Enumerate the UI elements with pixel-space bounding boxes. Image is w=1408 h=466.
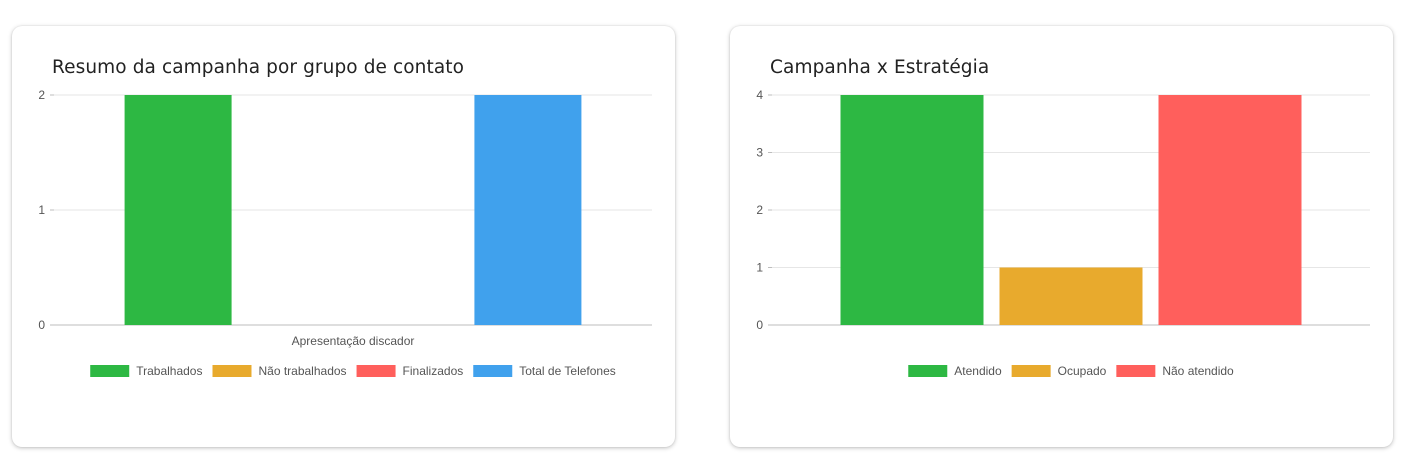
legend-swatch xyxy=(356,365,396,377)
chart-title: Campanha x Estratégia xyxy=(770,57,990,78)
y-tick-label: 4 xyxy=(756,88,763,102)
legend-swatch xyxy=(473,365,513,377)
legend-label: Não atendido xyxy=(1162,364,1234,378)
y-tick-label: 1 xyxy=(756,261,763,275)
legend-swatch xyxy=(908,365,948,377)
legend-label: Trabalhados xyxy=(136,364,202,378)
legend-swatch xyxy=(212,365,252,377)
legend-label: Ocupado xyxy=(1058,364,1107,378)
x-category-label: Apresentação discador xyxy=(292,334,415,348)
bar-trabalhados xyxy=(124,95,232,325)
campaign-strategy-card: Campanha x Estratégia 0 1 2 3 4 Atendido Ocupa… xyxy=(730,26,1393,447)
legend-label: Total de Telefones xyxy=(519,364,616,378)
legend-swatch xyxy=(1011,365,1051,377)
legend-label: Não trabalhados xyxy=(258,364,346,378)
legend-label: Atendido xyxy=(954,364,1002,378)
legend-swatch xyxy=(90,365,130,377)
bar-total-de-telefones xyxy=(474,95,582,325)
campaign-summary-chart: 0 1 2 Apresentação discador Trabalhados Não t… xyxy=(38,88,652,378)
y-tick-label: 2 xyxy=(756,203,763,217)
y-tick-label: 0 xyxy=(38,318,45,332)
campaign-summary-card: Resumo da campanha por grupo de contato … xyxy=(12,26,675,447)
bar-ocupado xyxy=(999,267,1143,325)
y-tick-label: 1 xyxy=(38,203,45,217)
y-tick-label: 0 xyxy=(756,318,763,332)
legend-swatch xyxy=(1116,365,1156,377)
campaign-strategy-chart: 0 1 2 3 4 Atendido Ocupado Não atendido xyxy=(756,88,1370,378)
chart-title: Resumo da campanha por grupo de contato xyxy=(52,57,465,78)
legend-label: Finalizados xyxy=(403,364,464,378)
bar-atendido xyxy=(840,95,984,325)
bar-não-atendido xyxy=(1158,95,1302,325)
y-tick-label: 3 xyxy=(756,146,763,160)
y-tick-label: 2 xyxy=(38,88,45,102)
